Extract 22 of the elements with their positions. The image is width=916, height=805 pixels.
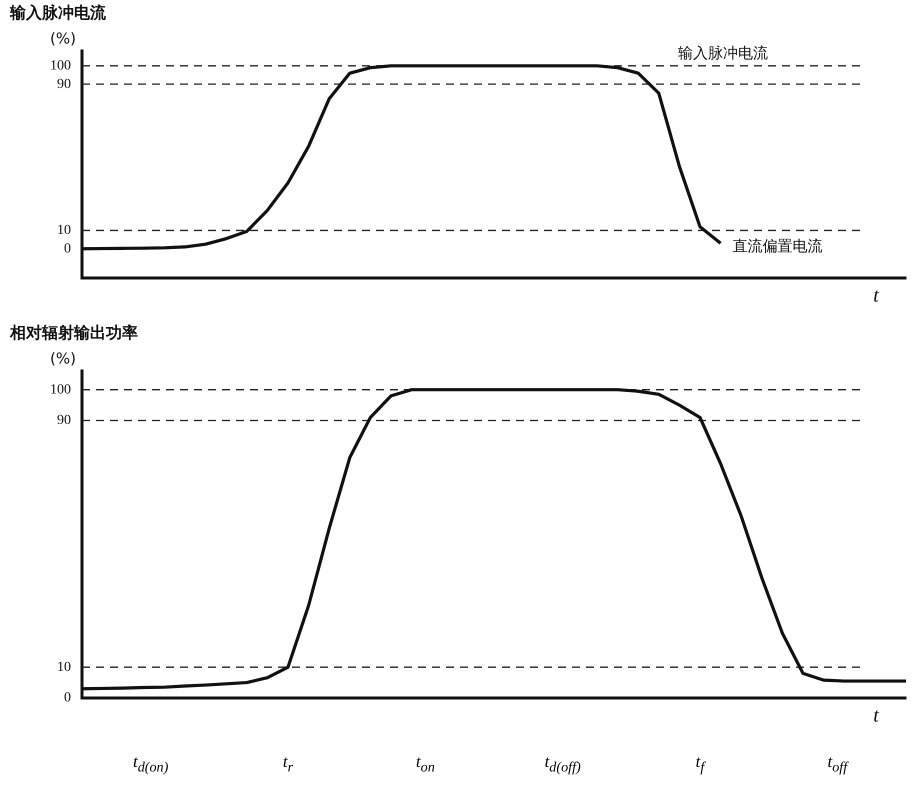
y-tick-label: 0 (64, 241, 71, 256)
y-axis-title: (%) (50, 30, 76, 48)
y-tick-label: 90 (57, 413, 71, 428)
x-axis-title: t (873, 704, 880, 726)
y-tick-label: 100 (50, 382, 71, 398)
text: t$_{on}$ (416, 752, 435, 776)
text: t$_{r}$ (282, 752, 294, 776)
text: t$_{off}$ (827, 752, 848, 776)
annotation: 输入脉冲电流 (678, 44, 768, 62)
y-tick-label: 10 (57, 223, 71, 238)
chart-title: 相对辐射输出功率 (9, 322, 138, 342)
y-tick-label: 90 (57, 76, 71, 92)
y-axis-title: (%) (50, 350, 76, 368)
text: t$_{f}$ (696, 752, 704, 776)
y-tick-label: 0 (64, 690, 71, 706)
text: t$_{d(on)}$ (132, 752, 168, 776)
chart-title: 输入脉冲电流 (9, 2, 107, 22)
y-tick-label: 100 (50, 58, 71, 74)
x-axis-title: t (873, 284, 880, 306)
text: t$_{d(off)}$ (544, 752, 581, 776)
annotation: 直流偏置电流 (732, 237, 823, 256)
y-tick-label: 10 (57, 660, 71, 675)
